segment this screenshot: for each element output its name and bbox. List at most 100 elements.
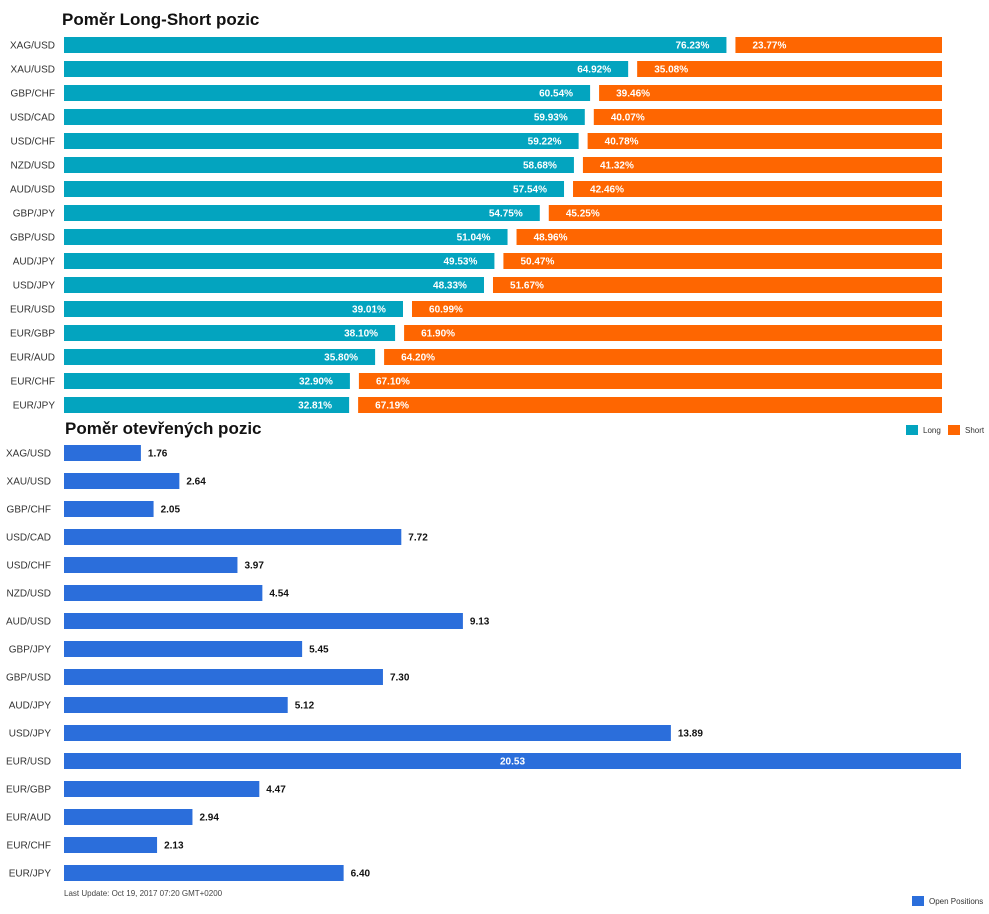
op-category-label: EUR/CHF	[7, 841, 51, 852]
open-position-bar	[64, 697, 288, 713]
open-position-value-label: 5.45	[309, 645, 329, 656]
long-bar	[64, 325, 396, 341]
open-position-value-label: 20.53	[500, 757, 525, 768]
open-position-bar	[64, 837, 158, 853]
long-value-label: 54.75%	[489, 209, 523, 220]
short-value-label: 23.77%	[752, 41, 786, 52]
op-category-label: USD/JPY	[9, 729, 52, 740]
short-bar	[384, 349, 942, 365]
legend-short-swatch	[948, 425, 960, 435]
open-position-bar	[64, 641, 303, 657]
ls-category-label: GBP/USD	[10, 233, 55, 244]
op-category-label: XAU/USD	[7, 477, 51, 488]
short-value-label: 67.10%	[376, 377, 410, 388]
legend-open-positions: Open Positions	[912, 896, 983, 906]
op-category-label: EUR/JPY	[9, 869, 52, 880]
open-position-bar	[64, 809, 193, 825]
legend-open-label: Open Positions	[929, 896, 984, 906]
ls-category-label: EUR/JPY	[13, 401, 56, 412]
ls-category-label: GBP/CHF	[11, 89, 55, 100]
op-category-label: EUR/GBP	[6, 785, 51, 796]
long-value-label: 32.81%	[298, 401, 332, 412]
long-value-label: 59.22%	[528, 137, 562, 148]
open-position-value-label: 2.13	[164, 841, 184, 852]
short-bar	[358, 397, 942, 413]
legend-short-label: Short	[965, 425, 985, 435]
short-value-label: 42.46%	[590, 185, 624, 196]
short-bar	[599, 85, 942, 101]
long-bar	[64, 133, 579, 149]
long-short-chart: XAG/USD 76.23% 23.77% XAU/USD 64.92% 35.08% GB…	[10, 37, 942, 413]
ls-category-label: AUD/JPY	[13, 257, 56, 268]
op-category-label: USD/CHF	[7, 561, 51, 572]
open-position-bar	[64, 753, 961, 769]
open-position-bar	[64, 669, 383, 685]
short-bar	[358, 373, 942, 389]
op-category-label: GBP/JPY	[9, 645, 52, 656]
long-bar	[64, 37, 727, 53]
short-value-label: 61.90%	[421, 329, 455, 340]
open-position-value-label: 2.05	[161, 505, 181, 516]
legend-long-swatch	[906, 425, 918, 435]
long-value-label: 60.54%	[539, 89, 573, 100]
long-value-label: 48.33%	[433, 281, 467, 292]
short-value-label: 40.78%	[605, 137, 639, 148]
open-position-value-label: 3.97	[244, 561, 264, 572]
short-value-label: 50.47%	[520, 257, 554, 268]
long-bar	[64, 349, 376, 365]
open-position-bar	[64, 585, 263, 601]
long-bar	[64, 85, 591, 101]
long-bar	[64, 181, 565, 197]
long-bar	[64, 301, 403, 317]
open-position-value-label: 4.47	[266, 785, 286, 796]
op-category-label: XAG/USD	[6, 449, 51, 460]
op-category-label: EUR/AUD	[6, 813, 51, 824]
open-position-bar	[64, 865, 344, 881]
long-value-label: 58.68%	[523, 161, 557, 172]
open-position-bar	[64, 781, 260, 797]
short-bar	[593, 109, 942, 125]
long-value-label: 35.80%	[324, 353, 358, 364]
ls-category-label: GBP/JPY	[13, 209, 56, 220]
ls-category-label: USD/CHF	[11, 137, 55, 148]
open-position-bar	[64, 725, 671, 741]
open-position-value-label: 2.94	[199, 813, 219, 824]
ls-category-label: USD/JPY	[13, 281, 56, 292]
ls-category-label: NZD/USD	[11, 161, 55, 172]
open-position-value-label: 2.64	[186, 477, 206, 488]
legend-long: Long	[906, 425, 941, 435]
long-value-label: 39.01%	[352, 305, 386, 316]
long-bar	[64, 109, 585, 125]
op-category-label: AUD/JPY	[9, 701, 52, 712]
last-update-text: Last Update: Oct 19, 2017 07:20 GMT+0200	[64, 889, 223, 898]
ls-category-label: EUR/USD	[10, 305, 55, 316]
short-bar	[548, 205, 942, 221]
long-value-label: 57.54%	[513, 185, 547, 196]
open-position-value-label: 7.30	[390, 673, 410, 684]
long-bar	[64, 205, 540, 221]
ls-category-label: AUD/USD	[10, 185, 55, 196]
open-positions-chart-title: Poměr otevřených pozic	[65, 419, 262, 438]
long-bar	[64, 157, 574, 173]
ls-category-label: XAG/USD	[10, 41, 55, 52]
short-value-label: 48.96%	[534, 233, 568, 244]
short-value-label: 60.99%	[429, 305, 463, 316]
short-value-label: 41.32%	[600, 161, 634, 172]
short-value-label: 64.20%	[401, 353, 435, 364]
ls-category-label: EUR/CHF	[11, 377, 55, 388]
open-position-bar	[64, 501, 154, 517]
short-value-label: 39.46%	[616, 89, 650, 100]
short-bar	[503, 253, 942, 269]
op-category-label: NZD/USD	[7, 589, 51, 600]
ls-category-label: USD/CAD	[10, 113, 55, 124]
open-position-bar	[64, 445, 141, 461]
long-value-label: 49.53%	[443, 257, 477, 268]
long-bar	[64, 229, 508, 245]
short-bar	[735, 37, 942, 53]
ls-category-label: EUR/AUD	[10, 353, 55, 364]
open-position-bar	[64, 529, 402, 545]
op-category-label: GBP/USD	[6, 673, 51, 684]
open-position-value-label: 7.72	[408, 533, 428, 544]
